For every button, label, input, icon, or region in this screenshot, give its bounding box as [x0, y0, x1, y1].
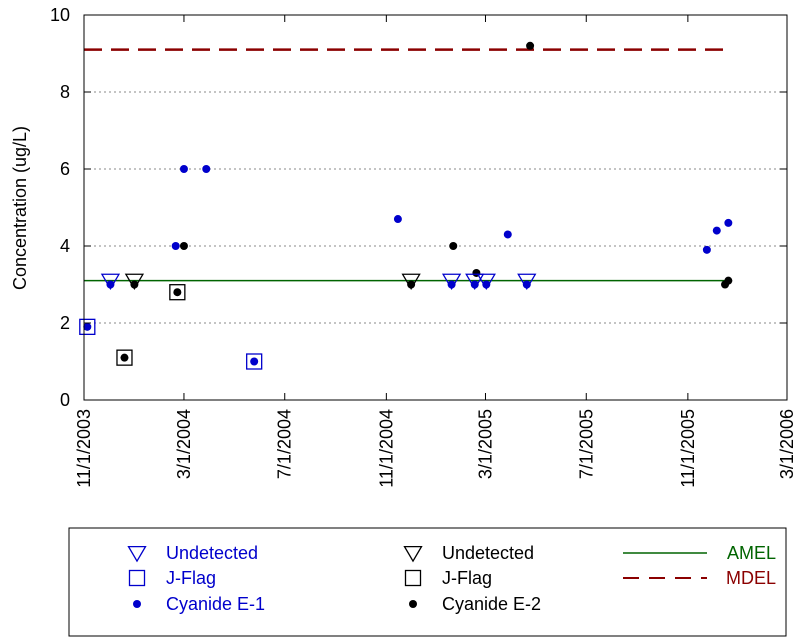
- x-tick-label: 11/1/2003: [74, 409, 94, 488]
- j-flag-e-2-point: [169, 284, 186, 301]
- x-tick-label: 3/1/2004: [174, 409, 194, 479]
- j-flag-e-1-point: [246, 353, 263, 370]
- legend-cyanide-e-2-label: Cyanide E-2: [442, 594, 541, 614]
- cyanide-e-1-point: [171, 242, 180, 250]
- cyanide-e-2-point: [526, 41, 535, 50]
- j-flag-e-2-point: [116, 349, 133, 366]
- undetected-e-1-point: [441, 273, 462, 291]
- undetected-e-1-point: [465, 273, 485, 291]
- cyanide-e-1-point: [712, 226, 721, 235]
- j-flag-e-1-point: [79, 318, 96, 336]
- y-tick-label: 10: [50, 5, 70, 25]
- cyanide-e-2-point: [173, 288, 182, 297]
- y-tick-label: 4: [60, 236, 70, 256]
- cyanide-e-2-point: [449, 242, 458, 250]
- legend-box: [68, 527, 787, 637]
- data-markers: [79, 41, 733, 370]
- legend-cyanide-e-1-swatch: [133, 600, 141, 608]
- x-tick-label: 11/1/2005: [678, 409, 698, 488]
- cyanide-e-1-point: [702, 245, 711, 254]
- x-tick-label: 7/1/2005: [576, 409, 596, 479]
- y-tick-label: 8: [60, 82, 70, 102]
- gridlines: [84, 91, 787, 324]
- undetected-e-1-point: [100, 273, 121, 291]
- y-axis-title: Concentration (ug/L): [10, 126, 30, 290]
- legend: Undetected Undetected AMEL J-Flag J-Flag MDEL…: [127, 543, 776, 614]
- cyanide-e-1-point: [250, 357, 259, 366]
- legend-amel-label: AMEL: [727, 543, 776, 563]
- undetected-e-2-point: [124, 273, 145, 291]
- legend-j-flag-label: J-Flag: [442, 568, 492, 588]
- cyanide-e-1-point: [179, 165, 188, 173]
- legend-undetected-label: Undetected: [442, 543, 534, 563]
- undetected-e-2-point: [401, 273, 421, 291]
- legend-j-flag-label: J-Flag: [166, 568, 216, 588]
- cyanide-e-2-point: [179, 242, 188, 250]
- x-tick-label: 3/1/2006: [777, 409, 794, 479]
- legend-undetected-label: Undetected: [166, 543, 258, 563]
- cyanide-e-1-point: [202, 165, 211, 173]
- cyanide-e-1-point: [503, 230, 512, 239]
- y-tick-label: 2: [60, 313, 70, 333]
- legend-cyanide-e-1-label: Cyanide E-1: [166, 594, 265, 614]
- cyanide-e-1-point: [393, 215, 402, 224]
- legend-undetected-swatch: [403, 545, 423, 563]
- x-tick-label: 7/1/2004: [275, 409, 295, 479]
- y-tick-label: 6: [60, 159, 70, 179]
- legend-undetected-swatch: [127, 545, 147, 563]
- legend-j-flag-swatch: [128, 569, 146, 587]
- undetected-e-1-point: [476, 273, 496, 291]
- y-tick-label: 0: [60, 390, 70, 410]
- cyanide-e-1-point: [724, 218, 733, 227]
- plot-frame: [83, 14, 788, 401]
- cyanide-e-2-point: [120, 353, 129, 362]
- x-tick-label: 11/1/2004: [376, 409, 396, 488]
- cyanide-e-1-point: [83, 322, 92, 331]
- x-axis: 11/1/2003 3/1/2004 7/1/2004 11/1/2004 3/1/20…: [74, 15, 794, 488]
- y-axis: 0 2 4 6 8 10: [50, 5, 787, 410]
- cyanide-e-2-point: [724, 276, 733, 285]
- legend-cyanide-e-2-swatch: [409, 600, 417, 608]
- x-tick-label: 3/1/2005: [475, 409, 495, 479]
- undetected-e-1-point: [517, 273, 537, 291]
- legend-j-flag-swatch: [404, 569, 422, 587]
- legend-mdel-label: MDEL: [726, 568, 776, 588]
